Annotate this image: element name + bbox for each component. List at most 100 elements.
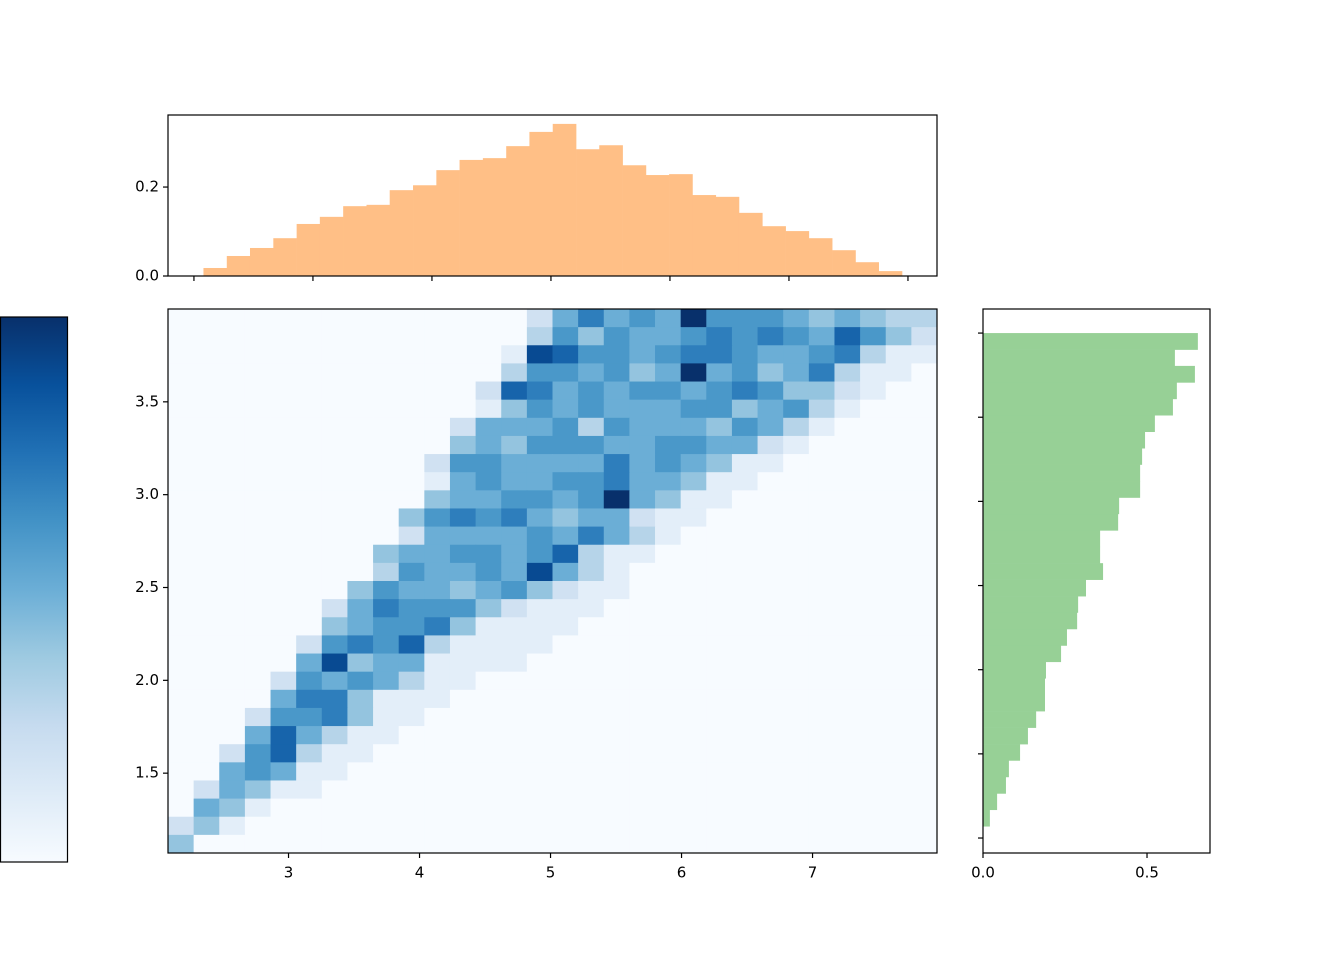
heatmap-cell	[885, 780, 912, 800]
histogram-bar	[319, 216, 344, 276]
heatmap-cell	[680, 635, 707, 655]
heatmap-cell	[398, 798, 425, 818]
heatmap-cell	[193, 490, 220, 509]
heatmap-cell	[373, 617, 400, 636]
heatmap-cell	[168, 363, 195, 383]
heatmap-cell	[193, 417, 220, 437]
heatmap-cell	[655, 762, 682, 781]
heatmap-cell	[526, 816, 553, 836]
histogram-bar	[983, 612, 1078, 630]
heatmap-cell	[552, 653, 579, 673]
heatmap-cell	[526, 399, 553, 419]
heatmap-cell	[168, 707, 195, 727]
heatmap-cell	[347, 327, 374, 346]
heatmap-cell	[475, 544, 502, 564]
heatmap-cell	[449, 617, 477, 636]
histogram-bar	[983, 694, 1045, 712]
heatmap-cell	[501, 363, 528, 383]
heatmap-cell	[655, 744, 682, 763]
heatmap-cell	[296, 417, 323, 437]
heatmap-cell	[860, 726, 887, 745]
heatmap-cell	[885, 635, 912, 655]
heatmap-cell	[834, 508, 861, 528]
heatmap-cell	[834, 671, 861, 691]
heatmap-cell	[501, 544, 528, 564]
histogram-bar	[983, 727, 1028, 745]
heatmap-cell	[398, 363, 425, 383]
heatmap-cell	[219, 363, 246, 383]
heatmap-cell	[373, 363, 400, 383]
heatmap-cell	[501, 417, 528, 437]
heatmap-cell	[655, 707, 682, 727]
histogram-bar	[983, 415, 1155, 433]
heatmap-cell	[552, 617, 579, 636]
heatmap-cell	[885, 490, 912, 509]
heatmap-cell	[680, 490, 707, 509]
heatmap-cell	[526, 726, 553, 745]
heatmap-cell	[526, 635, 553, 655]
heatmap-cell	[911, 327, 938, 346]
heatmap-cell	[321, 327, 348, 346]
heatmap-cell	[860, 490, 887, 509]
heatmap-cell	[860, 617, 887, 636]
heatmap-cell	[757, 472, 784, 491]
histogram-bar	[878, 271, 903, 276]
heatmap-cell	[885, 726, 912, 745]
heatmap-cell	[731, 762, 759, 781]
heatmap-cell	[501, 526, 528, 546]
heatmap-cell	[398, 381, 425, 401]
heatmap-cell	[475, 726, 502, 745]
heatmap-cell	[706, 707, 733, 727]
heatmap-cell	[834, 599, 861, 618]
heatmap-cell	[860, 381, 887, 401]
heatmap-cell	[193, 363, 220, 383]
heatmap-cell	[808, 653, 835, 673]
heatmap-cell	[603, 454, 630, 473]
heatmap-cell	[347, 526, 374, 546]
heatmap-cell	[347, 309, 374, 328]
heatmap-cell	[757, 562, 784, 582]
histogram-bar	[808, 238, 833, 276]
heatmap-cell	[373, 671, 400, 691]
heatmap-cell	[321, 472, 348, 491]
heatmap-cell	[860, 581, 887, 600]
heatmap-cell	[706, 417, 733, 437]
heatmap-cell	[270, 562, 297, 582]
heatmap-cell	[629, 345, 656, 364]
heatmap-cell	[475, 599, 502, 618]
heatmap-cell	[834, 363, 861, 383]
heatmap-cell	[706, 526, 733, 546]
heatmap-cell	[860, 798, 887, 818]
heatmap-cell	[475, 689, 502, 709]
heatmap-cell	[885, 327, 912, 346]
heatmap-cell	[168, 454, 195, 473]
heatmap-cell	[783, 581, 810, 600]
heatmap-cell	[270, 726, 297, 745]
heatmap-cell	[475, 399, 502, 419]
heatmap-cell	[629, 617, 656, 636]
heatmap-cell	[757, 363, 784, 383]
heatmap-cell	[629, 780, 656, 800]
heatmap-cell	[168, 526, 195, 546]
heatmap-cell	[168, 508, 195, 528]
heatmap-cell	[168, 309, 195, 328]
heatmap-cell	[911, 726, 938, 745]
heatmap-cell	[629, 798, 656, 818]
histogram-bar	[983, 513, 1119, 531]
heatmap-cell	[911, 345, 938, 364]
heatmap-cell	[578, 472, 605, 491]
heatmap-cell	[526, 744, 553, 763]
heatmap-cell	[706, 798, 733, 818]
heatmap-cell	[860, 345, 887, 364]
heatmap-cell	[731, 726, 759, 745]
heatmap-cell	[321, 581, 348, 600]
heatmap-cell	[244, 581, 272, 600]
heatmap-cell	[680, 581, 707, 600]
heatmap-cell	[193, 526, 220, 546]
heatmap-cell	[911, 363, 938, 383]
heatmap-cell	[731, 780, 759, 800]
heatmap-cell	[834, 617, 861, 636]
heatmap-cell	[552, 309, 579, 328]
histogram-bar	[983, 760, 1009, 778]
histogram-bar	[983, 579, 1087, 597]
